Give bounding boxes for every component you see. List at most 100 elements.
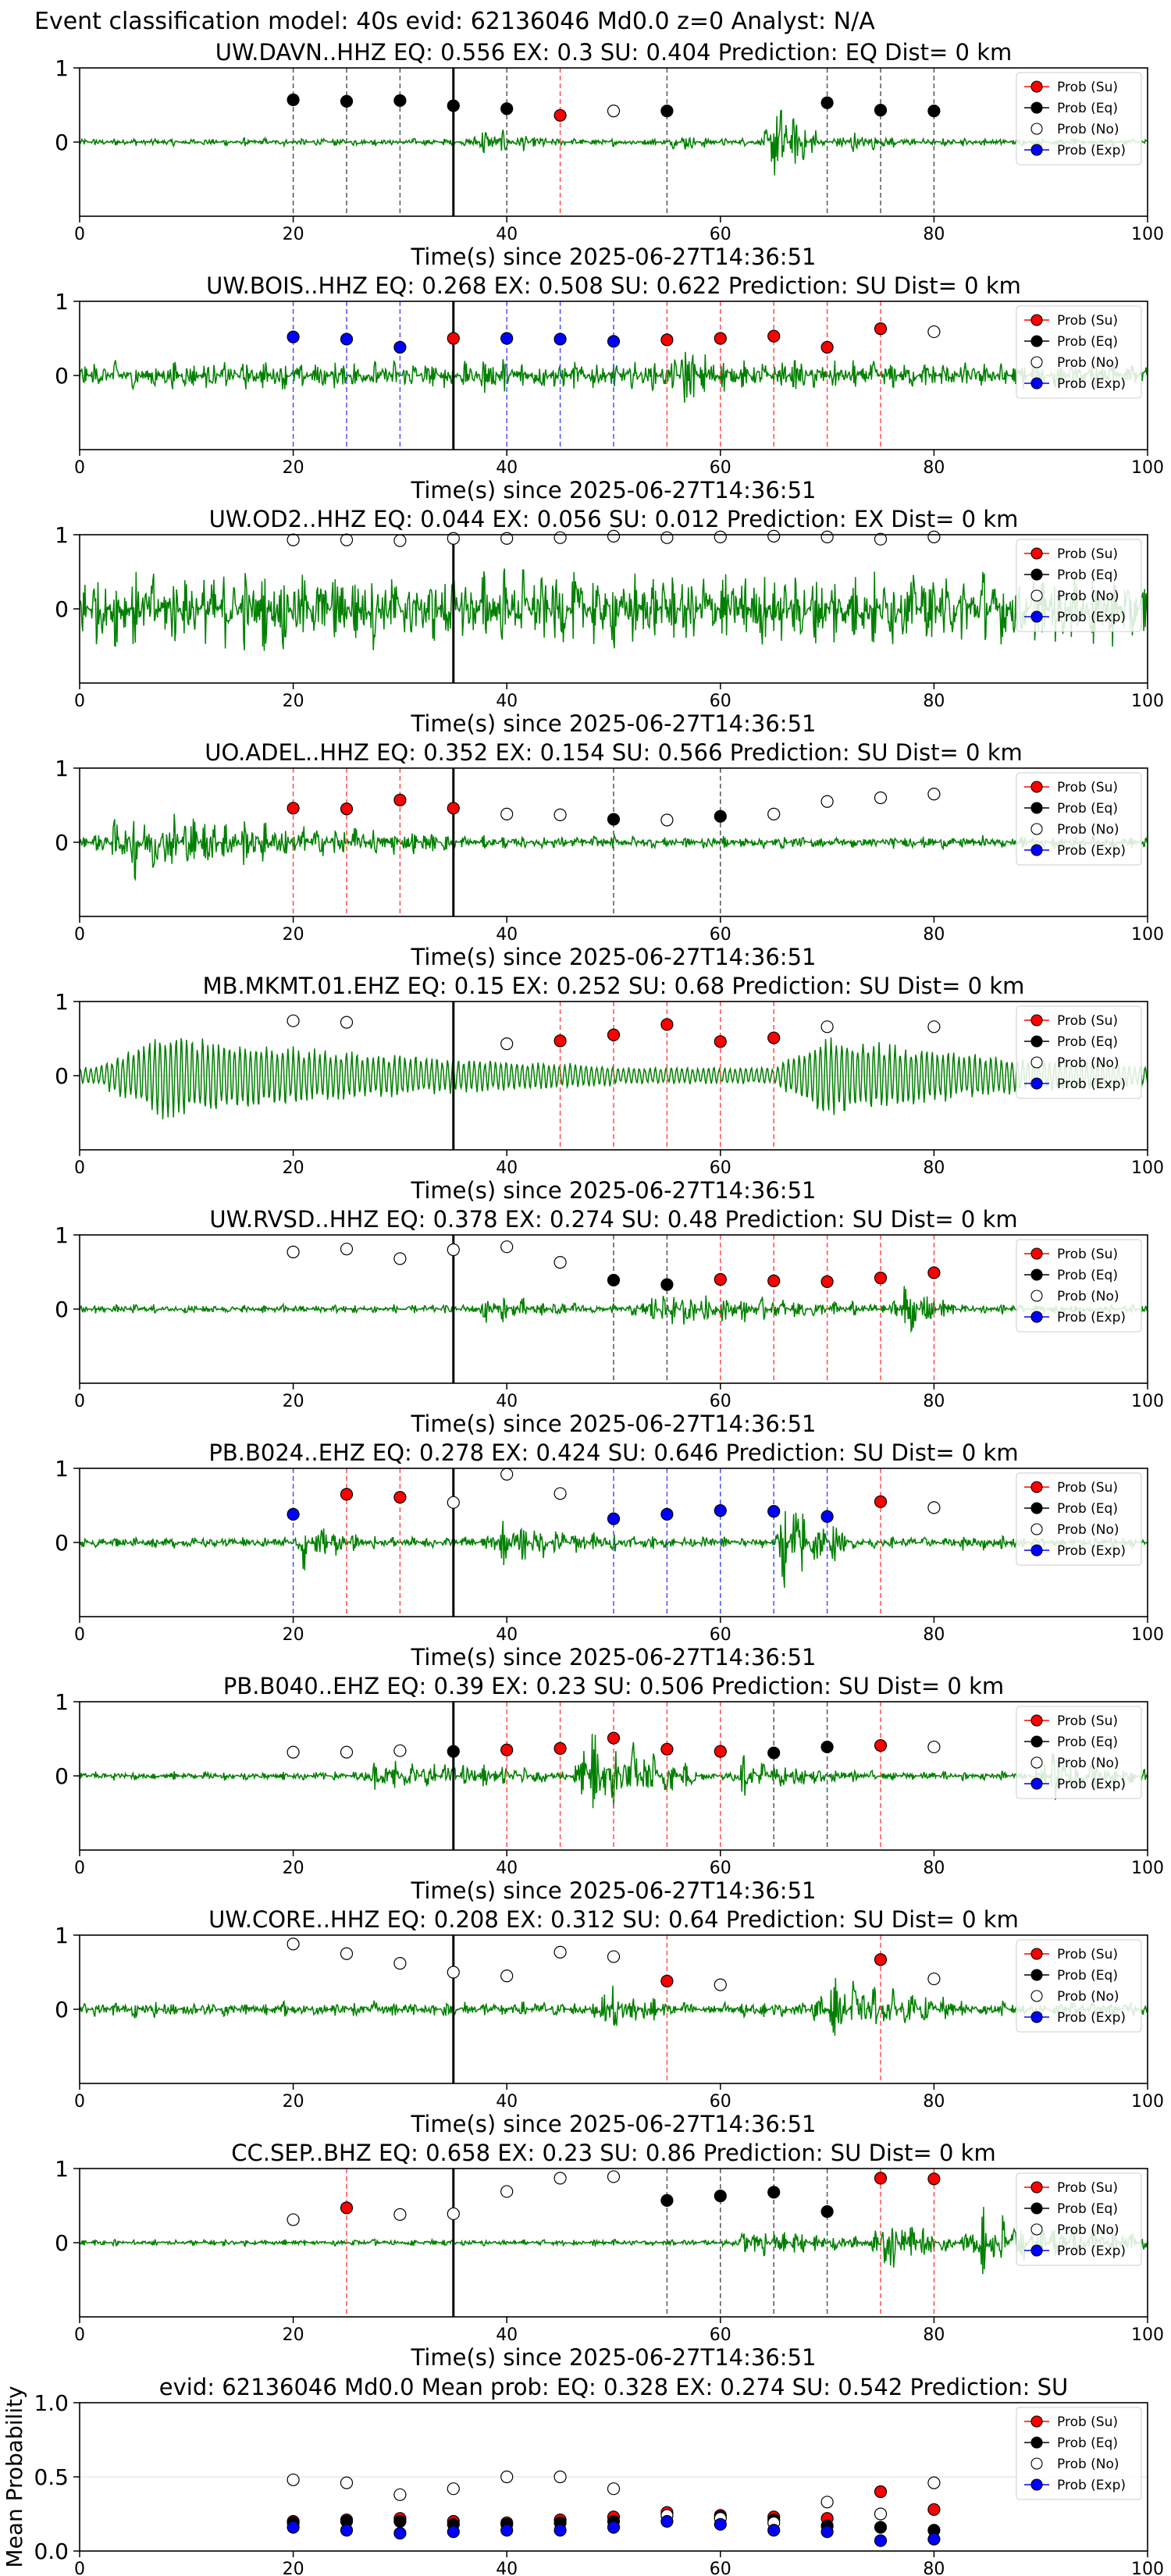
x-axis-label: Time(s) since 2025-06-27T14:36:51 [411,944,817,970]
y-tick-label: 1 [55,989,69,1015]
legend-marker-no [1030,2457,1043,2470]
x-axis-label: Time(s) since 2025-06-27T14:36:51 [411,244,817,270]
x-tick-label: 60 [710,2092,731,2112]
y-tick-label: 1.0 [34,2390,69,2416]
legend-label-su: Prob (Su) [1057,2180,1118,2196]
x-tick-label: 0 [74,458,85,478]
waveform-trace [80,568,1148,651]
legend-label-no: Prob (No) [1057,355,1119,371]
legend-label-su: Prob (Su) [1057,1013,1118,1029]
legend-marker-eq [1030,1969,1043,1981]
prob-point-no [874,791,888,805]
prob-point-no [287,2213,300,2226]
y-tick-label: 1 [55,55,69,81]
x-tick-label: 80 [923,1859,945,1878]
x-tick-label: 40 [496,1859,518,1878]
prob-point-no [820,530,834,543]
prob-point-su [553,1034,567,1048]
y-tick-label: 0 [55,363,69,389]
x-tick-label: 80 [923,1392,945,1411]
x-tick-label: 0 [74,692,85,711]
legend-marker-su [1030,1481,1043,1493]
legend-label-exp: Prob (Exp) [1057,1310,1126,1325]
legend-label-eq: Prob (Eq) [1057,2201,1118,2217]
prob-point-su [447,332,460,345]
legend-marker-su [1030,1948,1043,1960]
legend-label-eq: Prob (Eq) [1057,1968,1118,1984]
legend-marker-eq [1030,335,1043,347]
legend: Prob (Su) Prob (Eq) Prob (No) Prob (Exp) [1016,2172,1142,2266]
figure-title: Event classification model: 40s evid: 62… [34,8,875,35]
prob-point-exp [500,332,514,345]
mean-prob-point-su [874,2485,888,2499]
x-tick-label: 100 [1131,2560,1164,2576]
prob-point-no [500,1969,514,1983]
x-tick-label: 0 [74,2092,85,2112]
prob-point-eq [874,104,888,117]
legend-label-su: Prob (Su) [1057,2414,1118,2430]
legend-marker-eq [1030,802,1043,814]
y-tick-label: 1 [55,289,69,315]
mean-prob-point-exp [767,2524,781,2537]
x-tick-label: 60 [710,1158,731,1178]
legend-marker-no [1030,1056,1043,1069]
prob-point-eq [607,813,621,826]
prob-point-no [927,1020,941,1034]
x-tick-label: 40 [496,692,518,711]
waveform-trace [80,109,1148,176]
x-tick-label: 60 [710,1625,731,1645]
legend-label-exp: Prob (Exp) [1057,2010,1126,2026]
mean-prob-point-no [340,2476,354,2489]
legend-marker-exp [1030,1544,1043,1557]
legend-label-eq: Prob (Eq) [1057,801,1118,817]
prob-point-su [500,1743,514,1756]
y-tick-label: 1 [55,756,69,781]
y-axis-label: Mean Probability [2,2386,27,2567]
prob-point-su [553,1742,567,1755]
mean-prob-point-no [607,2482,621,2496]
panel-title: UW.OD2..HHZ EQ: 0.044 EX: 0.056 SU: 0.01… [209,506,1019,532]
prob-point-no [767,807,781,821]
legend-label-eq: Prob (Eq) [1057,1735,1118,1750]
legend: Prob (Su) Prob (Eq) Prob (No) Prob (Exp) [1016,2407,1142,2500]
prob-point-no [714,1978,727,1991]
prob-point-no [820,795,834,808]
prob-point-no [500,1240,514,1254]
x-tick-label: 40 [496,1158,518,1178]
prob-point-eq [607,1273,621,1287]
legend: Prob (Su) Prob (Eq) Prob (No) Prob (Exp) [1016,72,1142,165]
prob-point-eq [447,1745,460,1758]
legend-box [1016,1939,1142,2033]
y-tick-label: 1 [55,1222,69,1248]
legend-label-exp: Prob (Exp) [1057,1777,1126,1792]
prob-point-no [927,1972,941,1986]
legend-marker-su [1030,781,1043,793]
mean-prob-point-no [553,2470,567,2484]
prob-point-su [820,1275,834,1288]
prob-point-no [553,531,567,544]
legend-marker-su [1030,1014,1043,1026]
prob-point-no [447,2207,460,2221]
waveform-trace [80,1734,1148,1809]
prob-point-su [714,1035,727,1048]
x-tick-label: 80 [923,1625,945,1645]
prob-point-exp [714,1504,727,1517]
prob-point-no [340,1016,354,1029]
prob-point-su [660,333,674,347]
legend-marker-eq [1030,2202,1043,2215]
prob-point-no [927,788,941,801]
chart-panel-5: MB.MKMT.01.EHZ EQ: 0.15 EX: 0.252 SU: 0.… [55,973,1164,1204]
prob-point-su [714,1745,727,1758]
panel-title: MB.MKMT.01.EHZ EQ: 0.15 EX: 0.252 SU: 0.… [203,973,1025,999]
legend-box [1016,2407,1142,2500]
x-tick-label: 0 [74,1625,85,1645]
y-tick-label: 1 [55,2156,69,2182]
mean-prob-point-exp [447,2525,460,2539]
prob-point-eq [820,1740,834,1754]
legend-label-eq: Prob (Eq) [1057,1268,1118,1283]
x-tick-label: 80 [923,925,945,945]
prob-point-su [660,1974,674,1987]
chart-panel-1: UW.DAVN..HHZ EQ: 0.556 EX: 0.3 SU: 0.404… [55,39,1164,270]
legend-marker-exp [1030,2011,1043,2023]
mean-prob-point-exp [287,2521,300,2534]
